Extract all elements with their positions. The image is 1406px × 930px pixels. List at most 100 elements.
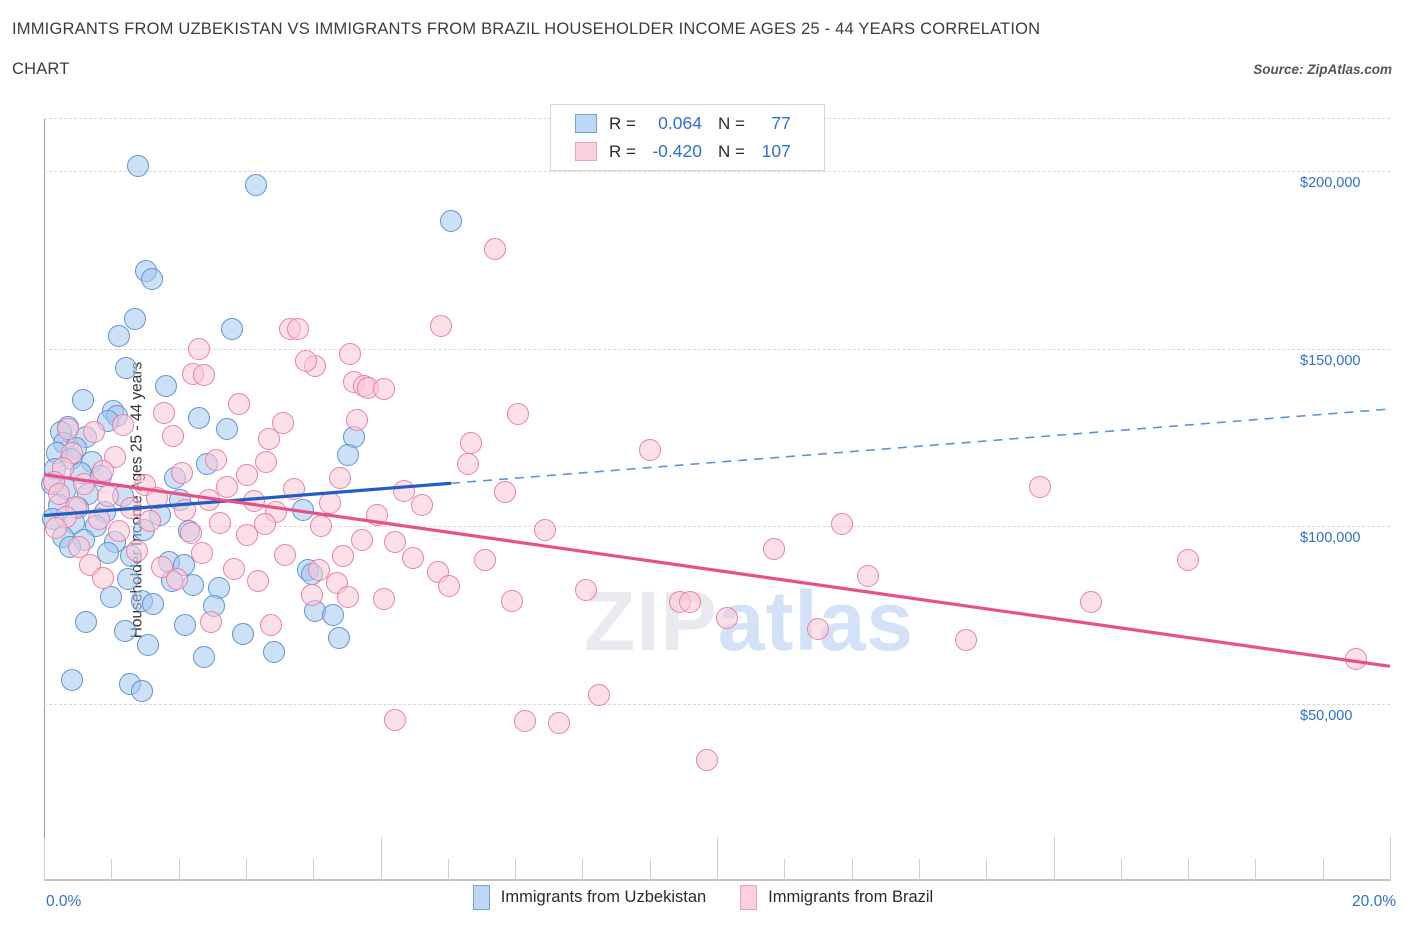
scatter-point[interactable] xyxy=(142,593,165,616)
scatter-point[interactable] xyxy=(384,708,407,731)
scatter-point[interactable] xyxy=(514,710,537,733)
scatter-point[interactable] xyxy=(273,543,296,566)
scatter-point[interactable] xyxy=(955,628,977,651)
scatter-point[interactable] xyxy=(473,548,496,571)
scatter-point[interactable] xyxy=(830,513,853,536)
scatter-point[interactable] xyxy=(137,634,160,656)
scatter-point[interactable] xyxy=(401,547,424,570)
scatter-point[interactable] xyxy=(228,392,251,415)
scatter-point[interactable] xyxy=(337,444,360,467)
scatter-point[interactable] xyxy=(236,523,259,546)
scatter-point[interactable] xyxy=(345,408,368,431)
scatter-point[interactable] xyxy=(1079,591,1102,614)
scatter-point[interactable] xyxy=(638,438,661,461)
scatter-point[interactable] xyxy=(162,424,185,447)
scatter-point[interactable] xyxy=(247,570,269,593)
scatter-point[interactable] xyxy=(113,619,136,642)
scatter-point[interactable] xyxy=(92,566,115,589)
scatter-point[interactable] xyxy=(231,623,254,646)
scatter-point[interactable] xyxy=(88,508,111,531)
scatter-point[interactable] xyxy=(56,417,79,440)
scatter-point[interactable] xyxy=(74,610,97,633)
scatter-point[interactable] xyxy=(199,610,222,633)
scatter-point[interactable] xyxy=(222,557,245,580)
scatter-point[interactable] xyxy=(244,174,267,197)
scatter-point[interactable] xyxy=(763,538,786,561)
scatter-point[interactable] xyxy=(295,350,318,373)
scatter-point[interactable] xyxy=(221,318,244,341)
scatter-point[interactable] xyxy=(100,586,123,609)
scatter-point[interactable] xyxy=(372,378,395,401)
scatter-point[interactable] xyxy=(140,268,163,291)
scatter-point[interactable] xyxy=(108,325,131,348)
scatter-point[interactable] xyxy=(216,476,239,499)
scatter-point[interactable] xyxy=(337,586,360,609)
scatter-point[interactable] xyxy=(307,559,330,582)
scatter-point[interactable] xyxy=(47,483,70,506)
scatter-point[interactable] xyxy=(127,154,150,177)
scatter-point[interactable] xyxy=(193,646,216,669)
scatter-point[interactable] xyxy=(350,529,373,552)
scatter-point[interactable] xyxy=(67,536,90,559)
scatter-point[interactable] xyxy=(258,428,281,451)
scatter-point[interactable] xyxy=(547,712,570,735)
scatter-point[interactable] xyxy=(96,541,119,564)
scatter-point[interactable] xyxy=(329,467,352,490)
scatter-point[interactable] xyxy=(130,680,153,703)
scatter-point[interactable] xyxy=(716,607,739,630)
scatter-point[interactable] xyxy=(384,531,407,554)
scatter-point[interactable] xyxy=(152,401,175,424)
scatter-point[interactable] xyxy=(500,589,523,612)
scatter-point[interactable] xyxy=(494,481,516,504)
scatter-point[interactable] xyxy=(216,417,239,440)
scatter-point[interactable] xyxy=(253,513,276,536)
scatter-point[interactable] xyxy=(339,342,362,365)
scatter-point[interactable] xyxy=(193,364,216,387)
scatter-point[interactable] xyxy=(115,357,138,380)
scatter-point[interactable] xyxy=(806,618,829,641)
scatter-point[interactable] xyxy=(112,413,135,436)
scatter-point[interactable] xyxy=(170,461,193,484)
scatter-point[interactable] xyxy=(83,421,106,444)
scatter-point[interactable] xyxy=(300,584,323,607)
scatter-point[interactable] xyxy=(204,449,227,472)
scatter-point[interactable] xyxy=(271,412,294,435)
scatter-point[interactable] xyxy=(440,209,463,232)
scatter-point[interactable] xyxy=(1029,476,1052,499)
scatter-point[interactable] xyxy=(322,603,345,626)
scatter-point[interactable] xyxy=(123,307,146,330)
scatter-point[interactable] xyxy=(96,484,119,507)
scatter-point[interactable] xyxy=(139,509,162,532)
scatter-point[interactable] xyxy=(179,522,202,545)
scatter-point[interactable] xyxy=(255,451,278,474)
scatter-point[interactable] xyxy=(236,463,259,486)
scatter-point[interactable] xyxy=(332,545,355,568)
scatter-point[interactable] xyxy=(411,493,434,516)
scatter-point[interactable] xyxy=(263,641,286,664)
scatter-point[interactable] xyxy=(166,568,189,591)
scatter-point[interactable] xyxy=(588,683,611,706)
scatter-point[interactable] xyxy=(438,575,461,598)
scatter-point[interactable] xyxy=(679,591,702,614)
scatter-point[interactable] xyxy=(372,587,395,610)
scatter-point[interactable] xyxy=(327,626,350,649)
scatter-point[interactable] xyxy=(430,314,453,337)
scatter-point[interactable] xyxy=(1177,548,1200,571)
scatter-point[interactable] xyxy=(695,749,718,772)
scatter-point[interactable] xyxy=(483,238,506,261)
scatter-point[interactable] xyxy=(507,403,530,426)
scatter-point[interactable] xyxy=(187,337,210,360)
scatter-point[interactable] xyxy=(45,516,68,539)
scatter-point[interactable] xyxy=(534,518,557,541)
legend-item-uzbekistan[interactable]: Immigrants from Uzbekistan xyxy=(472,885,706,910)
scatter-point[interactable] xyxy=(857,564,880,587)
scatter-point[interactable] xyxy=(174,614,197,637)
scatter-point[interactable] xyxy=(287,318,310,341)
scatter-point[interactable] xyxy=(61,669,84,692)
legend-item-brazil[interactable]: Immigrants from Brazil xyxy=(740,885,933,910)
scatter-point[interactable] xyxy=(191,541,214,564)
scatter-point[interactable] xyxy=(187,406,210,429)
scatter-point[interactable] xyxy=(72,389,95,412)
scatter-point[interactable] xyxy=(574,578,597,601)
scatter-point[interactable] xyxy=(456,453,479,475)
